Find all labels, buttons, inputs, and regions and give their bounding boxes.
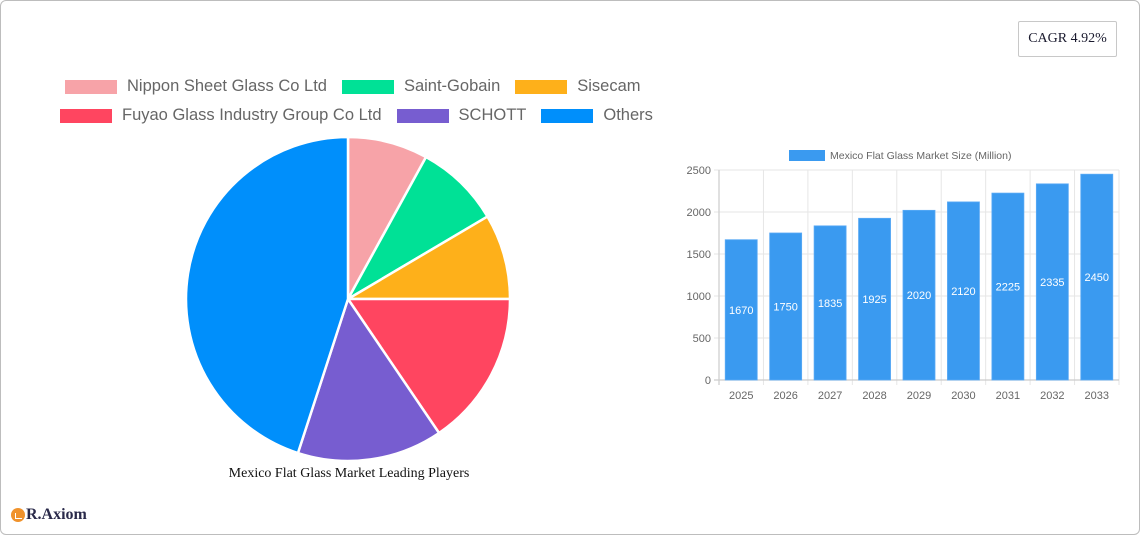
legend-item-others[interactable]: Others (541, 106, 653, 125)
bar-legend-label: Mexico Flat Glass Market Size (Million) (830, 150, 1011, 162)
legend-label: Sisecam (577, 77, 641, 95)
x-tick-label: 2032 (1040, 390, 1064, 402)
legend-swatch-icon (396, 108, 449, 123)
legend-swatch-icon (65, 79, 117, 94)
legend-item-sisecam[interactable]: Sisecam (515, 77, 641, 96)
legend-item-nippon[interactable]: Nippon Sheet Glass Co Ltd (65, 77, 327, 96)
legend-swatch-icon (515, 79, 568, 94)
pie-slice-fuyao-glass-industry-group-co-ltd[interactable] (345, 297, 512, 435)
x-tick-label: 2025 (729, 390, 753, 402)
x-tick-label: 2030 (951, 390, 975, 402)
y-tick-label: 2500 (687, 165, 711, 177)
legend-item-saint-gobain[interactable]: Saint-Gobain (341, 77, 501, 96)
x-tick-label: 2031 (996, 390, 1020, 402)
bar-value-label: 1925 (862, 294, 886, 306)
y-tick-label: 1500 (687, 249, 711, 261)
x-tick-label: 2029 (907, 390, 931, 402)
legend-swatch-icon (341, 79, 394, 94)
y-tick-label: 2000 (687, 207, 711, 219)
legend-swatch-icon (60, 108, 112, 123)
bar-legend-swatch-icon (789, 150, 825, 161)
pie-slice-others[interactable] (184, 135, 350, 455)
legend-label: SCHOTT (458, 106, 527, 124)
x-tick-label: 2026 (773, 390, 797, 402)
bar-2029[interactable] (902, 209, 936, 381)
pie-slice-sisecam[interactable] (343, 214, 512, 301)
legend-row-1: Nippon Sheet Glass Co Ltd Saint-Gobain S… (65, 77, 656, 96)
x-tick-label: 2033 (1085, 390, 1109, 402)
bar-chart: Mexico Flat Glass Market Size (Million) 0… (687, 150, 1120, 402)
legend-item-fuyao[interactable]: Fuyao Glass Industry Group Co Ltd (60, 106, 382, 125)
bar-value-label: 1835 (818, 298, 842, 310)
legend-label: Others (603, 106, 653, 124)
bar-2027[interactable] (813, 225, 847, 381)
bar-value-label: 2450 (1085, 272, 1109, 284)
pie-slice-saint-gobain[interactable] (344, 155, 490, 303)
legend-label: Nippon Sheet Glass Co Ltd (127, 77, 327, 95)
y-tick-label: 0 (705, 375, 711, 387)
pie-slice-schott[interactable] (296, 296, 441, 463)
logo-text: R.Axiom (26, 506, 87, 523)
legend-item-schott[interactable]: SCHOTT (396, 106, 527, 125)
bar-2028[interactable] (858, 217, 891, 381)
brand-logo: R.Axiom (11, 506, 87, 524)
bar-value-label: 2120 (951, 286, 975, 298)
bar-2025[interactable] (724, 239, 758, 381)
bar-2026[interactable] (769, 232, 803, 381)
bar-2031[interactable] (991, 192, 1025, 381)
bar-value-label: 1750 (773, 302, 797, 314)
bar-value-label: 2225 (996, 282, 1020, 294)
cagr-badge: CAGR 4.92% (1018, 21, 1117, 57)
y-tick-label: 500 (693, 333, 711, 345)
bar-value-label: 2020 (907, 290, 931, 302)
logo-chart-icon (11, 508, 25, 522)
x-tick-label: 2027 (818, 390, 842, 402)
legend-row-2: Fuyao Glass Industry Group Co Ltd SCHOTT… (60, 106, 668, 125)
bar-value-label: 2335 (1040, 277, 1064, 289)
bar-2033[interactable] (1080, 173, 1114, 381)
pie-chart-title: Mexico Flat Glass Market Leading Players (228, 466, 470, 481)
legend-label: Saint-Gobain (403, 77, 501, 95)
y-tick-label: 1000 (687, 291, 711, 303)
legend-swatch-icon (541, 108, 594, 123)
bar-2032[interactable] (1035, 183, 1069, 381)
pie-chart (184, 135, 512, 463)
bar-2030[interactable] (947, 201, 980, 381)
bar-value-label: 1670 (729, 305, 753, 317)
x-tick-label: 2028 (862, 390, 886, 402)
legend-label: Fuyao Glass Industry Group Co Ltd (122, 106, 382, 124)
